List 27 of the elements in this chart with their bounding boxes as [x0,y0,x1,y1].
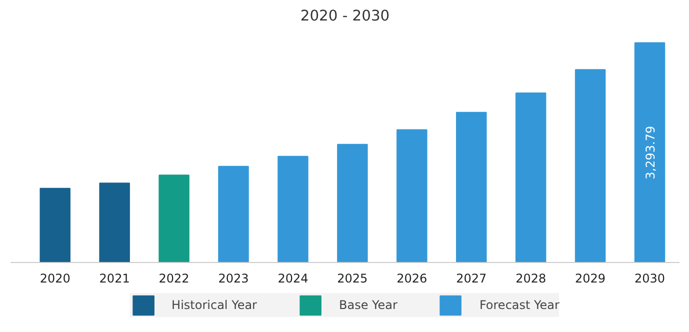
bar [574,69,606,262]
bar [515,92,546,262]
bar [99,182,130,262]
x-tick-label: 2022 [158,272,190,286]
legend-label: Forecast Year [479,298,560,312]
x-tick-label: 2026 [396,272,428,286]
x-tick-label: 2021 [99,272,130,286]
bar [456,112,487,262]
bar [158,174,190,262]
x-tick-label: 2025 [337,272,368,286]
x-tick-label: 2029 [575,272,606,286]
x-tick-label: 2024 [278,272,308,286]
x-tick-label: 2027 [456,272,487,286]
x-tick-label: 2028 [516,272,546,286]
x-tick-label: 2030 [634,272,666,286]
bar [278,156,308,262]
legend-label: Historical Year [172,298,257,312]
x-tick-label: 2020 [40,272,70,286]
legend-label: Base Year [338,298,398,312]
bar [337,144,368,262]
x-tick-label: 2023 [218,272,249,286]
bar [634,42,666,262]
bar [396,129,428,262]
chart-title: 2020 - 2030 [300,8,390,24]
bar [218,166,249,262]
data-label: 3,293.79 [643,126,658,180]
bar [40,188,70,262]
